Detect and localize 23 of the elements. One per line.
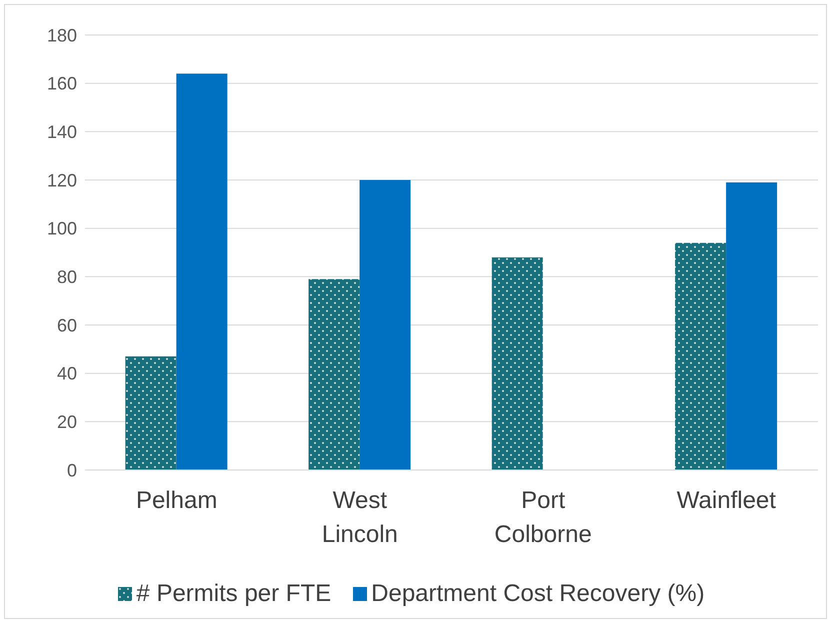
y-tick-label: 40 <box>56 364 77 384</box>
y-tick-label: 60 <box>56 315 77 336</box>
y-tick-label: 80 <box>56 267 77 288</box>
y-tick-label: 100 <box>46 218 77 239</box>
y-tick-label: 0 <box>66 460 77 480</box>
bar <box>125 356 176 470</box>
y-tick-label: 140 <box>46 122 77 142</box>
y-tick-label: 160 <box>46 74 77 94</box>
x-tick-label: Pelham <box>136 487 218 514</box>
bar <box>492 257 543 470</box>
bar <box>360 180 411 470</box>
y-tick-label: 180 <box>46 25 77 46</box>
legend-label: Department Cost Recovery (%) <box>371 580 705 608</box>
x-tick-label: West Lincoln <box>322 487 398 548</box>
bar <box>176 74 228 470</box>
bar <box>308 279 360 470</box>
x-tick-label: Port Colborne <box>494 487 592 548</box>
legend-label: # Permits per FTE <box>136 580 332 608</box>
y-tick-label: 120 <box>46 170 77 190</box>
bar <box>675 242 726 470</box>
x-tick-label: Wainfleet <box>676 487 776 514</box>
y-tick-label: 20 <box>56 412 77 432</box>
bar <box>726 182 778 470</box>
